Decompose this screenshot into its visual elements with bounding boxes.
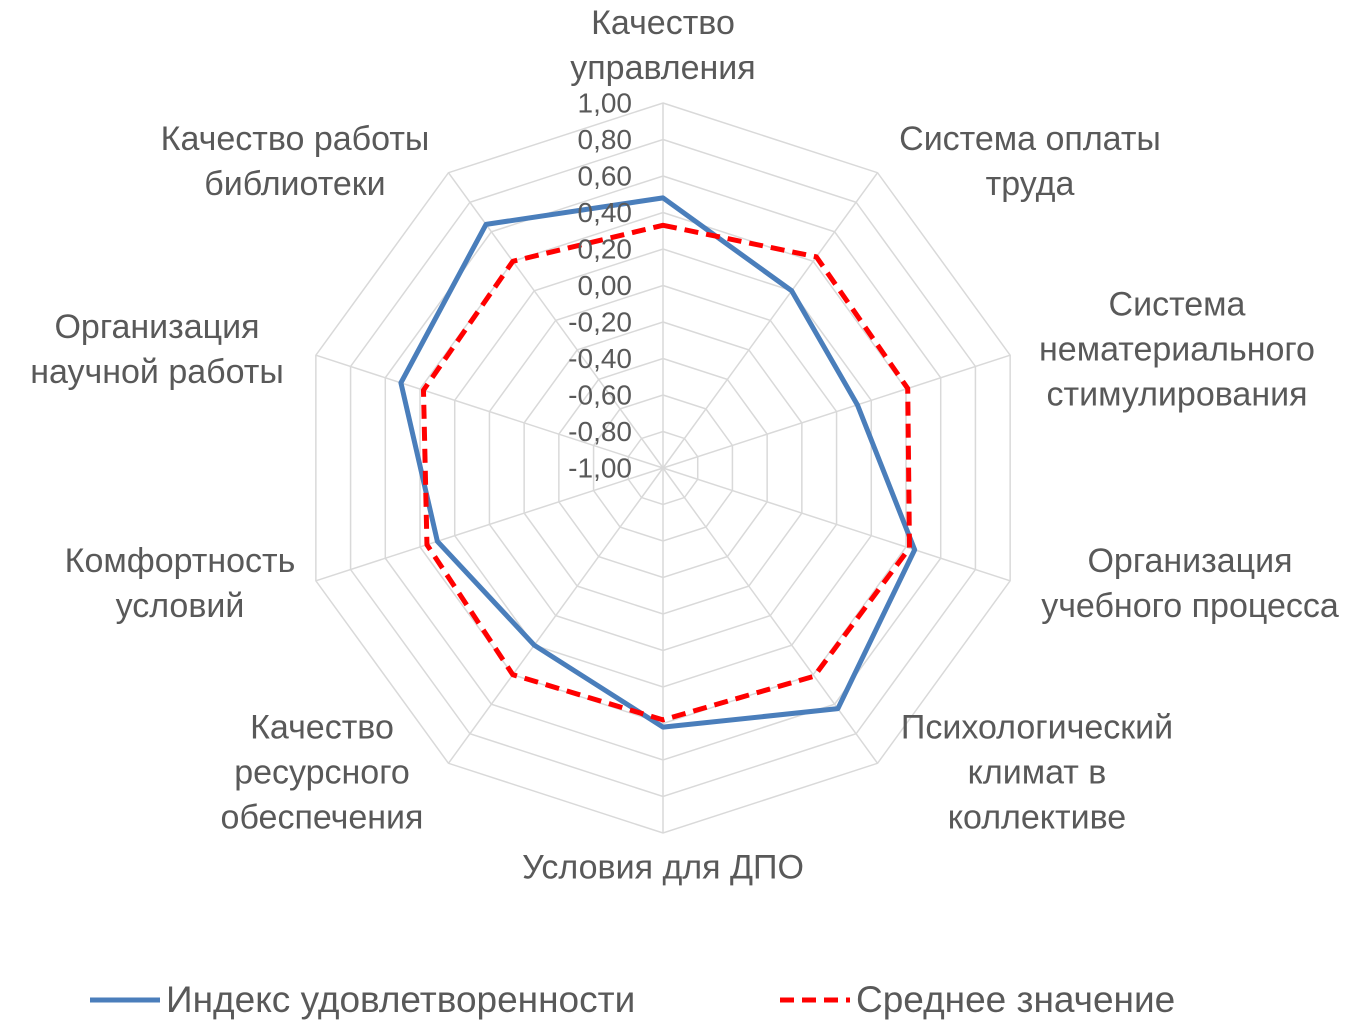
spoke	[315, 467, 664, 582]
category-label: Организация учебного процесса	[1041, 542, 1339, 625]
y-tick-label: -0,20	[568, 306, 632, 337]
y-tick-label: -0,80	[568, 416, 632, 447]
category-label: Качество работы библиотеки	[160, 120, 430, 203]
spoke	[315, 354, 664, 469]
series-line	[398, 195, 918, 730]
category-label: Система нематериального стимулирования	[1039, 285, 1315, 414]
spoke	[662, 467, 1011, 582]
category-label: Условия для ДПО	[522, 848, 804, 887]
spoke	[447, 172, 664, 469]
series-line	[420, 222, 912, 723]
y-tick-label: 0,80	[578, 124, 633, 155]
legend-label: Индекс удовлетворенности	[166, 979, 635, 1020]
spoke	[662, 172, 879, 469]
category-label: Качество управления	[570, 4, 756, 87]
y-tick-label: 1,00	[578, 87, 633, 118]
spoke	[447, 467, 664, 764]
spoke	[662, 467, 879, 764]
y-tick-label: 0,20	[578, 233, 633, 264]
category-label: Организация научной работы	[30, 308, 284, 391]
y-tick-label: 0,00	[578, 270, 633, 301]
y-tick-label: -0,60	[568, 379, 632, 410]
y-tick-label: -1,00	[568, 452, 632, 483]
category-label: Качество ресурсного обеспечения	[220, 708, 424, 837]
category-label: Система оплаты труда	[899, 120, 1161, 203]
y-tick-label: -0,40	[568, 343, 632, 374]
y-tick-label: 0,40	[578, 197, 633, 228]
category-label: Психологический климат в коллективе	[900, 708, 1174, 837]
y-tick-label: 0,60	[578, 160, 633, 191]
spoke	[662, 354, 1011, 469]
category-label: Комфортность условий	[64, 542, 296, 625]
legend-label: Среднее значение	[856, 979, 1175, 1020]
